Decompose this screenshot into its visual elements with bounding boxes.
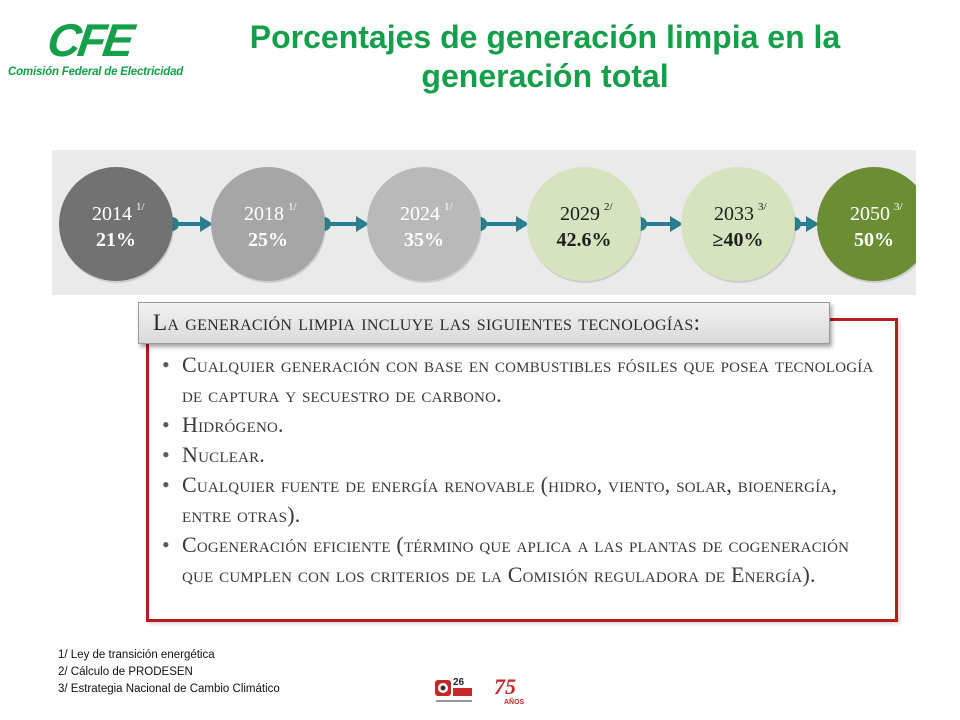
emblem-years-word: AÑOS bbox=[504, 697, 525, 706]
timeline-milestone: 2029 2/42.6% bbox=[527, 167, 642, 283]
technology-item: Hidrógeno. bbox=[160, 410, 880, 440]
milestone-footnote-ref: 1/ bbox=[136, 201, 146, 213]
seventy-five-years-emblem: 75 AÑOS bbox=[494, 674, 525, 706]
timeline-milestone: 2018 1/25% bbox=[211, 167, 326, 283]
milestone-year: 2014 bbox=[92, 203, 132, 225]
milestone-footnote-ref: 3/ bbox=[894, 201, 904, 213]
milestone-year: 2024 bbox=[400, 203, 440, 225]
milestone-year: 2029 bbox=[560, 203, 600, 225]
milestone-value: ≥40% bbox=[713, 229, 764, 251]
timeline-milestone: 2014 1/21% bbox=[59, 167, 174, 283]
timeline-milestone: 2050 3/50% bbox=[817, 167, 916, 283]
timeline-diagram: 2014 1/21%2018 1/25%2024 1/35%2029 2/42.6%20… bbox=[59, 167, 916, 283]
cfe-logo-subtitle: Comisión Federal de Electricidad bbox=[8, 66, 184, 78]
cfe-logo: CFE Comisión Federal de Electricidad bbox=[8, 14, 183, 86]
footnote: 3/ Estrategia Nacional de Cambio Climáti… bbox=[58, 683, 280, 695]
milestone-value: 50% bbox=[854, 229, 894, 251]
technology-item: Cualquier fuente de energía renovable (h… bbox=[160, 470, 880, 530]
emblem-number: 26 bbox=[453, 677, 465, 688]
milestone-year: 2033 bbox=[714, 203, 754, 225]
milestone-value: 21% bbox=[96, 229, 136, 251]
technologies-list: Cualquier generación con base en combust… bbox=[160, 350, 880, 590]
technologies-heading: La generación limpia incluye las siguien… bbox=[138, 302, 830, 344]
timeline-milestone: 2024 1/35% bbox=[367, 167, 482, 283]
page-title: Porcentajes de generación limpia en la g… bbox=[249, 19, 841, 94]
footnote: 2/ Cálculo de PRODESEN bbox=[58, 666, 193, 678]
footnotes: 1/ Ley de transición energética 2/ Cálcul… bbox=[58, 647, 280, 698]
anniversary-emblem: 26 bbox=[435, 677, 472, 702]
milestone-value: 42.6% bbox=[557, 229, 612, 251]
cfe-logo-mark: CFE bbox=[44, 14, 135, 66]
timeline-milestone: 2033 3/ ≥40% bbox=[681, 167, 796, 283]
milestone-value: 25% bbox=[248, 229, 288, 251]
milestone-footnote-ref: 2/ bbox=[604, 201, 614, 213]
milestone-year: 2050 bbox=[850, 203, 890, 225]
milestone-year: 2018 bbox=[244, 203, 284, 225]
technology-item: Cualquier generación con base en combust… bbox=[160, 350, 880, 410]
technology-item: Cogeneración eficiente (término que apli… bbox=[160, 530, 880, 590]
footnote: 1/ Ley de transición energética bbox=[58, 649, 215, 661]
emblem-years-number: 75 bbox=[494, 674, 516, 699]
milestone-footnote-ref: 1/ bbox=[288, 201, 298, 213]
technology-item: Nuclear. bbox=[160, 440, 880, 470]
milestone-footnote-ref: 1/ bbox=[444, 201, 454, 213]
milestone-value: 35% bbox=[404, 229, 444, 251]
timeline-band: 2014 1/21% 2018 1/25% 2024 1/35% 2029 2/42.6% 20… bbox=[52, 150, 916, 295]
milestone-footnote-ref: 3/ bbox=[758, 201, 768, 213]
